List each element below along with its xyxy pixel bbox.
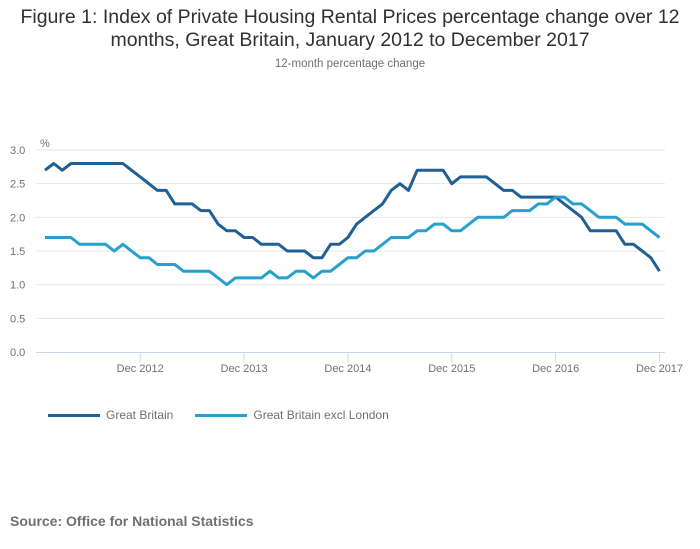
legend-swatch [48, 413, 100, 417]
y-axis-ticks: 0.0 0.5 1.0 1.5 2.0 2.5 3.0 [10, 145, 25, 359]
legend-item-great-britain[interactable]: Great Britain [48, 408, 173, 422]
y-axis-unit-label: % [40, 138, 50, 150]
x-tick-label: Dec 2015 [428, 363, 475, 375]
gridlines [36, 149, 665, 319]
x-axis: Dec 2012 Dec 2013 Dec 2014 Dec 2015 Dec 2016… [36, 352, 683, 375]
x-tick-label: Dec 2016 [532, 363, 579, 375]
series-lines [44, 162, 661, 287]
legend-label: Great Britain [106, 408, 174, 422]
y-tick-label: 0.5 [10, 313, 25, 325]
y-tick-label: 1.0 [10, 280, 25, 292]
y-tick-label: 2.5 [10, 179, 25, 191]
y-tick-label: 2.0 [10, 212, 25, 224]
chart-title: Figure 1: Index of Private Housing Renta… [20, 6, 680, 51]
legend-label: Great Britain excl London [253, 408, 389, 422]
y-tick-label: 0.0 [10, 347, 25, 359]
x-tick-label: Dec 2014 [324, 363, 371, 375]
x-tick-label: Dec 2012 [117, 363, 164, 375]
x-tick-label: Dec 2013 [221, 363, 268, 375]
y-tick-label: 3.0 [10, 145, 25, 157]
chart-subtitle: 12-month percentage change [274, 58, 426, 70]
legend-swatch [195, 413, 248, 417]
y-tick-label: 1.5 [10, 246, 25, 258]
x-tick-label: Dec 2017 [636, 363, 683, 375]
legend: Great Britain Great Britain excl London [48, 408, 411, 422]
legend-item-great-britain-excl-london[interactable]: Great Britain excl London [195, 408, 389, 422]
source-note: Source: Office for National Statistics [10, 513, 254, 529]
series-line-great-britain-excl-london[interactable] [45, 195, 661, 287]
line-chart: 0.00.51.01.52.02.53.0 Dec 2012 Dec 2013 De… [10, 138, 683, 375]
